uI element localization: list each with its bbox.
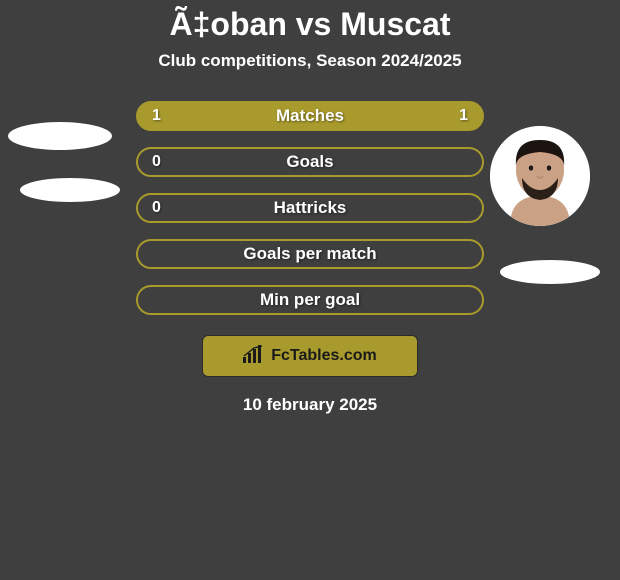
- stat-bar: Min per goal: [136, 285, 484, 315]
- stat-bar-left-value: 0: [152, 199, 161, 217]
- stat-bar-right-value: 1: [459, 107, 468, 125]
- comparison-card: Ã‡oban vs Muscat Club competitions, Seas…: [0, 0, 620, 580]
- stat-bar-label: Goals per match: [243, 244, 376, 264]
- stat-bar-label: Min per goal: [260, 290, 360, 310]
- stat-bar: Hattricks 0: [136, 193, 484, 223]
- stat-bar: Matches 1 1: [136, 101, 484, 131]
- stat-bar: Goals per match: [136, 239, 484, 269]
- stat-bar-label: Hattricks: [274, 198, 347, 218]
- source-logo-text: FcTables.com: [271, 347, 377, 365]
- decorative-oval: [500, 260, 600, 284]
- bars-icon: [243, 345, 265, 368]
- player-avatar-right: [490, 126, 590, 226]
- decorative-oval: [20, 178, 120, 202]
- stat-bar-left-value: 1: [152, 107, 161, 125]
- footer-date: 10 february 2025: [0, 395, 620, 415]
- stat-bar: Goals 0: [136, 147, 484, 177]
- stat-bar-label: Matches: [276, 106, 344, 126]
- page-subtitle: Club competitions, Season 2024/2025: [0, 51, 620, 71]
- decorative-oval: [8, 122, 112, 150]
- stat-bar-left-value: 0: [152, 153, 161, 171]
- stat-bar-label: Goals: [286, 152, 333, 172]
- page-title: Ã‡oban vs Muscat: [0, 0, 620, 43]
- source-logo: FcTables.com: [202, 335, 418, 377]
